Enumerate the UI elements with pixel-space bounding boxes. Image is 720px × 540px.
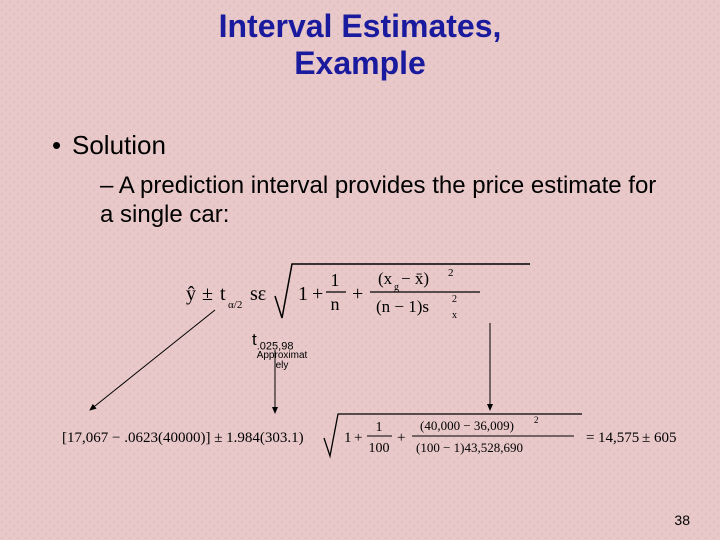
sym-one: 1	[298, 283, 308, 305]
num-f2n-exp: 2	[534, 415, 539, 425]
bullet2-marker: –	[100, 172, 113, 199]
frac2-num-g: g	[394, 282, 399, 293]
num-f1d: 100	[369, 441, 390, 456]
formula-prediction-interval-numeric: [17,067 − .0623(40000)] ± 1.984(303.1) 1…	[62, 408, 682, 473]
formula-prediction-interval-general: ŷ ± t α/2 sε 1 + 1 n + (x g − x̄) 2	[180, 258, 540, 333]
frac2-den-x: x	[452, 310, 457, 321]
sym-t-sub: α/2	[228, 299, 242, 311]
bullet1-text: Solution	[72, 130, 166, 160]
bullet2-text: A prediction interval provides the price…	[100, 172, 656, 228]
sym-plus2: +	[352, 283, 363, 305]
bullet-prediction-interval: – A prediction interval provides the pri…	[100, 172, 660, 230]
num-mean: 14,575	[598, 430, 639, 446]
title-line-1: Interval Estimates,	[219, 8, 502, 44]
num-f1n: 1	[376, 420, 383, 435]
sym-seps: sε	[250, 283, 266, 305]
num-expr-open: [17,067 − .0623(40000)] ± 1.984(303.1)	[62, 430, 304, 446]
bullet1-marker: •	[52, 130, 72, 161]
bullet-solution: •Solution	[52, 130, 166, 161]
formula-numeric-svg: [17,067 − .0623(40000)] ± 1.984(303.1) 1…	[62, 408, 682, 468]
sym-pm: ±	[202, 283, 213, 305]
num-f2d: (100 − 1)43,528,690	[416, 440, 523, 455]
frac2-num-b: − x̄)	[401, 269, 429, 288]
num-plus2: +	[397, 430, 405, 446]
sym-plus1: +	[312, 283, 323, 305]
slide-title: Interval Estimates, Example	[0, 0, 720, 82]
frac2-den-a: (n − 1)s	[376, 297, 429, 316]
frac2-num-a: (x	[378, 269, 393, 288]
frac1-num: 1	[331, 270, 340, 290]
num-eq: =	[586, 430, 594, 446]
title-line-2: Example	[294, 45, 426, 81]
num-margin: 605	[654, 430, 677, 446]
formula-general-svg: ŷ ± t α/2 sε 1 + 1 n + (x g − x̄) 2	[180, 258, 540, 328]
sym-t: t	[220, 283, 226, 305]
approx-label: Approximat ely	[252, 351, 312, 371]
frac1-den: n	[331, 294, 340, 314]
page-number: 38	[674, 512, 690, 528]
frac2-den-exp: 2	[452, 294, 457, 305]
num-one: 1	[344, 430, 352, 446]
num-plus1: +	[354, 430, 362, 446]
sym-yhat: ŷ	[186, 283, 196, 305]
frac2-num-exp: 2	[448, 267, 454, 279]
num-f2n: (40,000 − 36,009)	[420, 418, 514, 433]
approx-l2: ely	[276, 360, 289, 371]
num-pm: ±	[642, 430, 650, 446]
